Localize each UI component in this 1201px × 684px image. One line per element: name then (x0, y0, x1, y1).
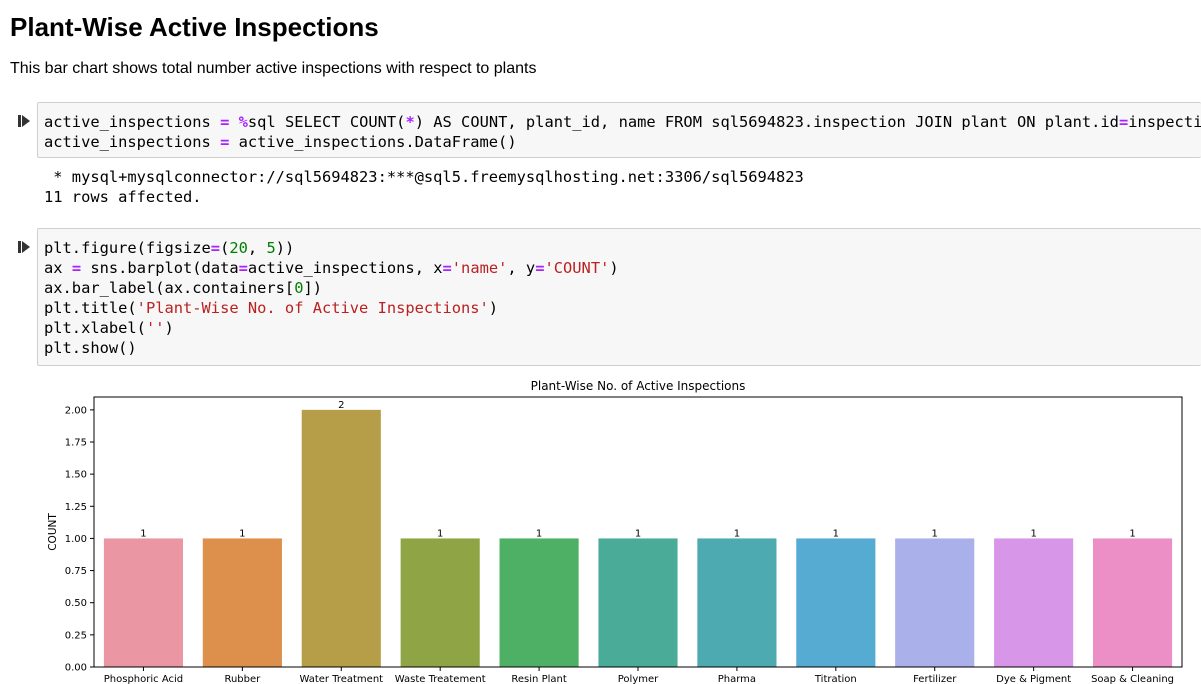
code-cell-sql[interactable]: active_inspections = %sql SELECT COUNT(*… (37, 102, 1201, 158)
bar (103, 538, 184, 667)
x-tick-label: Phosphoric Acid (104, 674, 183, 684)
x-tick-label: Dye & Pigment (996, 674, 1071, 684)
x-tick-label: Titration (814, 674, 857, 684)
bar (1092, 538, 1173, 667)
bar (895, 538, 975, 667)
bar (400, 538, 480, 667)
bar (301, 409, 381, 667)
run-cell-icon[interactable] (17, 114, 31, 128)
bar (202, 538, 282, 667)
code-line: plt.show() (44, 339, 137, 357)
y-tick-label: 1.75 (65, 438, 87, 449)
code-cell-plot[interactable]: plt.figure(figsize=(20, 5)) ax = sns.bar… (37, 228, 1201, 366)
bar-value-label: 1 (833, 528, 839, 539)
x-tick-label: Resin Plant (511, 674, 566, 684)
y-axis-label: COUNT (47, 513, 59, 551)
bar-value-label: 1 (140, 528, 146, 539)
code-line: plt.title('Plant-Wise No. of Active Insp… (44, 299, 499, 317)
x-tick-label: Water Treatment (299, 674, 383, 684)
cell-output: * mysql+mysqlconnector://sql5694823:***@… (44, 167, 804, 207)
bar (697, 538, 777, 667)
bar (499, 538, 579, 667)
run-cell-icon[interactable] (17, 240, 31, 254)
bar-value-label: 1 (437, 528, 443, 539)
code-line: active_inspections = %sql SELECT COUNT(*… (44, 113, 1201, 131)
plot-frame (93, 396, 1183, 668)
y-tick-label: 0.00 (65, 663, 87, 674)
bar-value-label: 2 (338, 400, 344, 411)
bar-value-label: 1 (635, 528, 641, 539)
chart-title: Plant-Wise No. of Active Inspections (531, 379, 746, 393)
section-description: This bar chart shows total number active… (10, 60, 537, 77)
code-line: plt.figure(figsize=(20, 5)) (44, 239, 295, 257)
bar-value-label: 1 (239, 528, 245, 539)
output-line-rows: 11 rows affected. (44, 188, 202, 206)
bar-chart: Plant-Wise No. of Active Inspections COUN… (47, 379, 1183, 684)
y-tick-label: 0.75 (65, 566, 87, 577)
code-line: active_inspections = active_inspections.… (44, 133, 517, 151)
bar (796, 538, 876, 667)
bar-value-label: 1 (932, 528, 938, 539)
output-line-connection: * mysql+mysqlconnector://sql5694823:***@… (44, 168, 804, 186)
x-tick-label: Rubber (224, 674, 261, 684)
y-tick-label: 0.50 (65, 598, 87, 609)
code-line: plt.xlabel('') (44, 319, 174, 337)
y-tick-label: 1.25 (65, 502, 87, 513)
y-tick-label: 0.25 (65, 630, 87, 641)
bar (994, 538, 1074, 667)
section-title: Plant-Wise Active Inspections (10, 12, 379, 42)
bar-value-label: 1 (734, 528, 740, 539)
y-tick-label: 2.00 (65, 405, 87, 416)
code-line: ax.bar_label(ax.containers[0]) (44, 279, 323, 297)
x-tick-label: Waste Treatement (395, 674, 486, 684)
bar (598, 538, 678, 667)
y-tick-label: 1.00 (65, 534, 87, 545)
bar-value-label: 1 (1129, 528, 1135, 539)
x-tick-label: Fertilizer (913, 674, 957, 684)
bar-value-label: 1 (1030, 528, 1036, 539)
x-tick-label: Soap & Cleaning (1091, 674, 1174, 684)
bar-value-label: 1 (536, 528, 542, 539)
x-tick-label: Polymer (618, 674, 659, 684)
x-tick-label: Pharma (718, 674, 756, 684)
code-line: ax = sns.barplot(data=active_inspections… (44, 259, 619, 277)
y-tick-label: 1.50 (65, 470, 87, 481)
